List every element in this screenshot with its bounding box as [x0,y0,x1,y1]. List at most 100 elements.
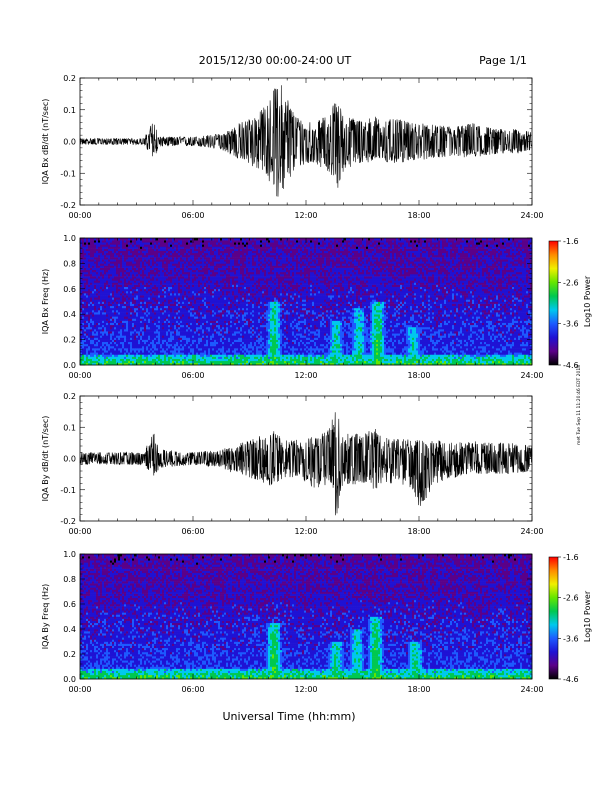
spectrogram-cell [508,331,510,333]
spectrogram-cell [350,340,352,342]
spectrogram-cell [434,354,436,356]
spectrogram-cell [134,361,136,363]
spectrogram-cell [176,335,178,337]
spectrogram-cell [434,352,436,354]
spectrogram-cell [128,325,130,327]
spectrogram-cell [240,331,242,333]
spectrogram-cell [110,337,112,339]
spectrogram-cell [262,331,264,333]
spectrogram-cell [150,333,152,335]
spectrogram-cell [330,350,332,352]
spectrogram-cell [292,359,294,361]
spectrogram-cell [406,340,408,342]
spectrogram-cell [456,354,458,356]
spectrogram-cell [340,344,342,346]
spectrogram-cell [310,344,312,346]
spectrogram-cell [516,359,518,361]
spectrogram-cell [514,337,516,339]
spectrogram-cell [220,344,222,346]
spectrogram-cell [220,354,222,356]
spectrogram-cell [476,357,478,359]
spectrogram-cell [350,329,352,331]
spectrogram-cell [224,357,226,359]
spectrogram-cell [128,331,130,333]
spectrogram-cell [490,337,492,339]
spectrogram-cell [126,350,128,352]
spectrogram-cell [454,340,456,342]
spectrogram-cell [524,335,526,337]
spectrogram-cell [226,361,228,363]
spectrogram-cell [508,357,510,359]
spectrogram-cell [274,359,276,361]
spectrogram-cell [370,344,372,346]
spectrogram-cell [498,342,500,344]
spectrogram-cell [274,342,276,344]
spectrogram-cell [130,331,132,333]
spectrogram-cell [404,361,406,363]
spectrogram-cell [420,359,422,361]
spectrogram-cell [444,329,446,331]
spectrogram-cell [432,333,434,335]
spectrogram-cell [506,354,508,356]
spectrogram-cell [478,350,480,352]
spectrogram-cell [482,359,484,361]
spectrogram-cell [130,350,132,352]
spectrogram-cell [232,340,234,342]
spectrogram-cell [112,348,114,350]
spectrogram-cell [372,361,374,363]
spectrogram-cell [152,329,154,331]
spectrogram-cell [398,333,400,335]
spectrogram-cell [336,352,338,354]
spectrogram-cell [448,329,450,331]
spectrogram-cell [132,333,134,335]
spectrogram-cell [418,329,420,331]
spectrogram-cell [104,348,106,350]
spectrogram-cell [412,327,414,329]
spectrogram-cell [204,344,206,346]
spectrogram-cell [152,327,154,329]
spectrogram-cell [108,335,110,337]
spectrogram-cell [480,329,482,331]
spectrogram-cell [106,344,108,346]
spectrogram-cell [448,354,450,356]
spectrogram-cell [514,346,516,348]
spectrogram-cell [264,335,266,337]
spectrogram-cell [344,352,346,354]
spectrogram-cell [360,325,362,327]
spectrogram-cell [380,359,382,361]
spectrogram-cell [184,331,186,333]
spectrogram-cell [92,352,94,354]
spectrogram-cell [436,346,438,348]
spectrogram-cell [392,357,394,359]
spectrogram-cell [484,335,486,337]
spectrogram-cell [124,346,126,348]
spectrogram-cell [346,342,348,344]
spectrogram-cell [486,346,488,348]
spectrogram-cell [378,354,380,356]
spectrogram-cell [370,333,372,335]
spectrogram-cell [472,333,474,335]
spectrogram-cell [446,329,448,331]
spectrogram-cell [230,335,232,337]
spectrogram-cell [496,350,498,352]
spectrogram-cell [338,325,340,327]
spectrogram-cell [354,329,356,331]
spectrogram-cell [364,361,366,363]
spectrogram-cell [486,350,488,352]
spectrogram-cell [284,361,286,363]
spectrogram-cell [406,327,408,329]
spectrogram-cell [330,325,332,327]
spectrogram-cell [356,333,358,335]
spectrogram-cell [246,342,248,344]
spectrogram-cell [446,346,448,348]
spectrogram-cell [206,344,208,346]
spectrogram-cell [398,348,400,350]
spectrogram-cell [346,327,348,329]
spectrogram-cell [524,348,526,350]
spectrogram-cell [176,348,178,350]
spectrogram-cell [508,361,510,363]
spectrogram-cell [226,350,228,352]
spectrogram-cell [324,325,326,327]
spectrogram-cell [318,327,320,329]
spectrogram-cell [316,327,318,329]
